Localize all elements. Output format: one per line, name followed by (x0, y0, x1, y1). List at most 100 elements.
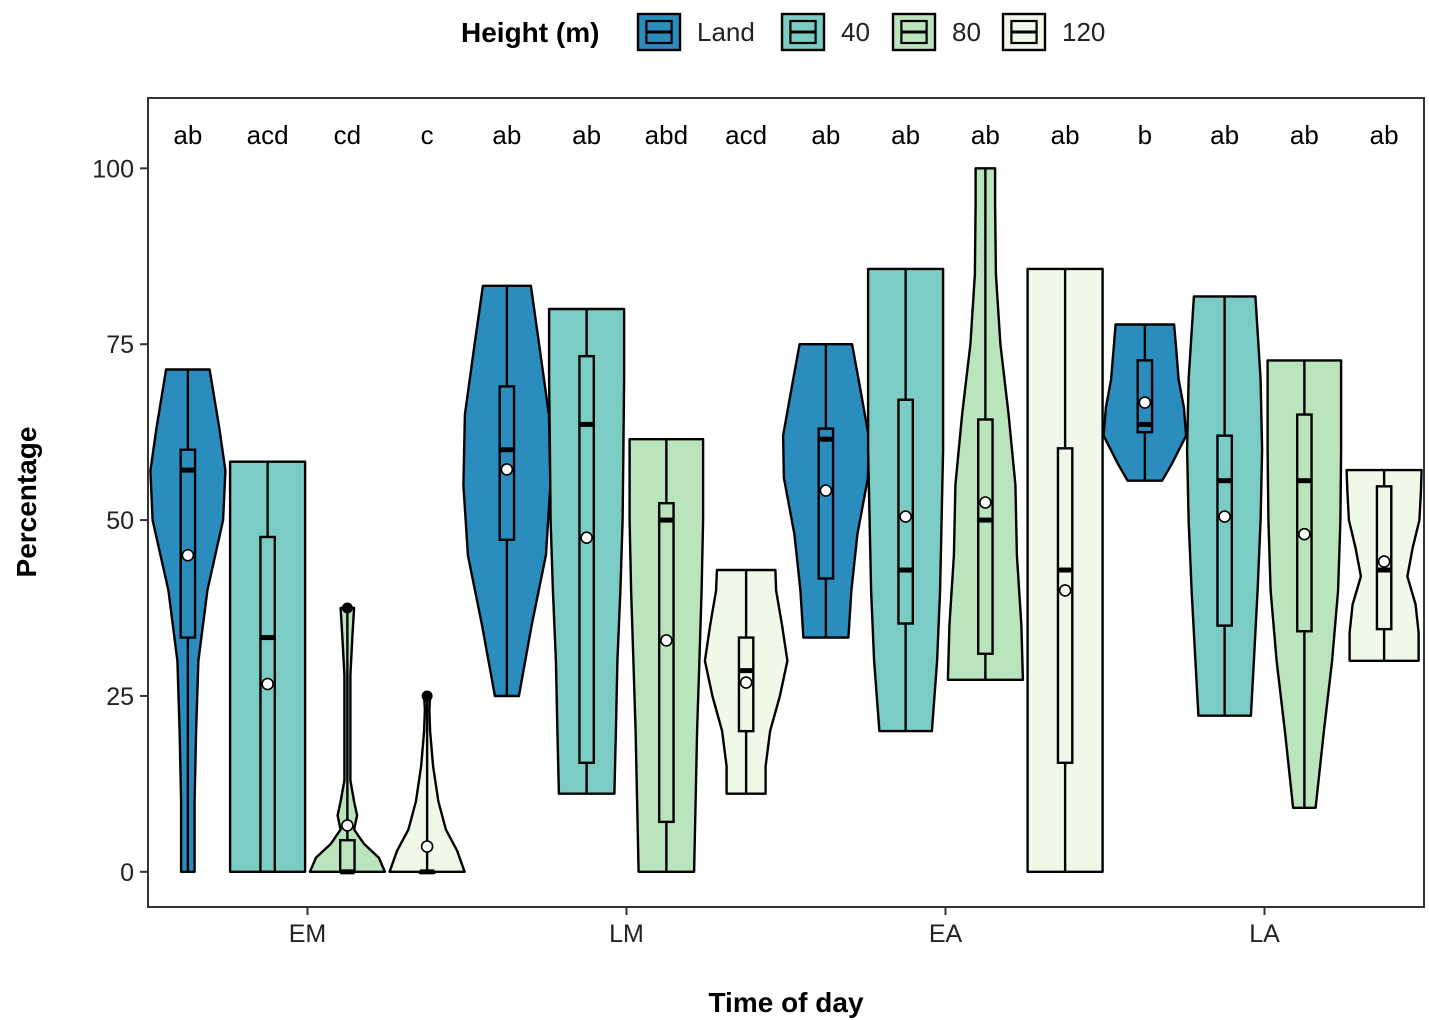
mean-point (1377, 555, 1391, 568)
box-iqr (657, 502, 675, 824)
legend-item-Land: Land (636, 12, 755, 52)
y-tick-label-100: 100 (92, 155, 134, 183)
mean-point (580, 531, 593, 544)
mean-point (341, 819, 354, 832)
mean-point (181, 548, 195, 562)
box-iqr (897, 398, 915, 625)
x-tick-label-LA: LA (1249, 920, 1280, 948)
violin-EA-80 (946, 167, 1025, 681)
violin-shape (547, 307, 626, 795)
sig-label-EM-120: c (421, 120, 434, 150)
violin-LA-40 (1185, 295, 1264, 717)
violin-LM-80 (628, 438, 705, 873)
sig-label-LM-120: acd (725, 120, 767, 150)
violin-LA-Land (1102, 323, 1188, 482)
violin-EM-120 (388, 690, 466, 875)
box-iqr (737, 636, 755, 733)
sig-label-EA-80: ab (971, 120, 1000, 150)
x-tick-label-LM: LM (609, 920, 644, 948)
box-iqr (976, 418, 994, 655)
box-iqr (498, 385, 516, 541)
violin-EM-Land (149, 368, 227, 873)
y-tick-label-0: 0 (120, 859, 134, 887)
violin-shape (628, 438, 705, 873)
legend-item-40: 40 (780, 12, 870, 52)
sig-label-LA-80: ab (1290, 120, 1319, 150)
outlier-point (341, 602, 353, 614)
violin-EM-40 (228, 460, 307, 874)
violin-shape (866, 267, 945, 733)
legend-item-80: 80 (891, 12, 981, 52)
violin-LM-120 (703, 568, 789, 795)
box-iqr (578, 354, 596, 764)
mean-point (420, 840, 434, 853)
box-iqr (1375, 485, 1393, 631)
significance-labels: ab ab ab b acd ab ab ab cd abd ab ab c acd ab ab (173, 120, 1398, 150)
box-iqr (1136, 359, 1154, 434)
legend-items: Land 40 80 120 (636, 12, 1105, 52)
mean-point (500, 463, 514, 476)
mean-point (899, 510, 912, 523)
legend-label-120: 120 (1062, 17, 1105, 47)
y-tick-label-25: 25 (106, 683, 134, 711)
sig-label-LA-40: ab (1210, 120, 1239, 150)
sig-label-EM-40: acd (247, 120, 289, 150)
violin-EM-80 (308, 602, 387, 875)
y-axis-title: Percentage (11, 427, 42, 578)
violin-EA-120 (1026, 267, 1104, 873)
box-iqr (179, 448, 197, 639)
mean-point (1138, 396, 1152, 409)
violin-shape (1266, 359, 1343, 809)
mean-point (1218, 510, 1231, 523)
violin-shape (462, 284, 552, 698)
legend-label-40: 40 (841, 17, 870, 47)
box-iqr (1295, 413, 1313, 633)
box-iqr (1216, 434, 1234, 627)
legend-item-120: 120 (1001, 12, 1105, 52)
box-iqr (1056, 447, 1074, 764)
violin-LA-80 (1266, 359, 1343, 809)
legend: Height (m) Land 40 80 120 (461, 12, 1105, 52)
mean-point (739, 676, 753, 689)
legend-title: Height (m) (461, 17, 599, 48)
x-axis: EM LM EA LA (289, 907, 1280, 948)
y-tick-label-50: 50 (106, 507, 134, 535)
sig-label-LM-40: ab (572, 120, 601, 150)
outlier-point (421, 690, 433, 702)
sig-label-EA-40: ab (891, 120, 920, 150)
mean-point (1298, 527, 1311, 541)
box-iqr (817, 427, 835, 580)
violin-LM-40 (547, 307, 626, 795)
violin-shape (228, 460, 307, 873)
violin-EA-Land (781, 343, 870, 639)
sig-label-EM-Land: ab (173, 120, 202, 150)
sig-label-LA-120: ab (1370, 120, 1399, 150)
x-tick-label-EA: EA (929, 920, 963, 948)
violin-shape (1185, 295, 1264, 717)
mean-point (660, 634, 673, 647)
y-axis: 0 25 50 75 100 (92, 155, 148, 887)
box-iqr (259, 535, 277, 874)
sig-label-EA-120: ab (1051, 120, 1080, 150)
violin-EA-40 (866, 267, 945, 733)
sig-label-LA-Land: b (1138, 120, 1152, 150)
violin-LM-Land (462, 284, 552, 698)
x-tick-label-EM: EM (289, 920, 327, 948)
violin-LA-120 (1345, 468, 1423, 662)
y-tick-label-75: 75 (106, 331, 134, 359)
mean-point (819, 484, 833, 497)
sig-label-LM-80: abd (645, 120, 688, 150)
mean-point (1058, 584, 1072, 597)
violins (149, 167, 1423, 875)
legend-label-80: 80 (952, 17, 981, 47)
legend-label-Land: Land (697, 17, 755, 47)
x-axis-title: Time of day (708, 987, 864, 1018)
mean-point (979, 496, 992, 509)
sig-label-EM-80: cd (334, 120, 361, 150)
violin-shape (946, 167, 1025, 681)
mean-point (261, 677, 274, 691)
sig-label-EA-Land: ab (811, 120, 840, 150)
plot-panel-border (147, 97, 1425, 908)
violin-shape (149, 368, 227, 873)
